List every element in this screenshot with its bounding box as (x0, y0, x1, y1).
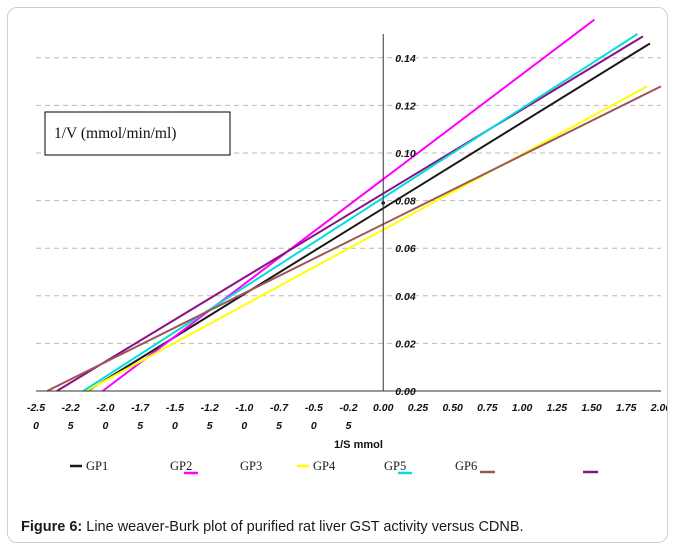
y-tick-label: 0.08 (395, 196, 416, 208)
legend-label: GP6 (455, 459, 477, 473)
x-tick-label: 1.00 (512, 402, 533, 414)
x-tick-label: -0.7 (270, 402, 289, 414)
y-tick-label: 0.10 (395, 148, 416, 160)
lineweaver-burk-chart: -2.5 0 -2.2 5 -2.0 0 -1.7 5 -1.5 0 -1.2 5 -1.0 0 -0.7 5… (27, 18, 668, 475)
legend-label: GP5 (384, 459, 406, 473)
x-tick-label: -1.5 (166, 402, 184, 414)
figure-frame: -2.5 0 -2.2 5 -2.0 0 -1.7 5 -1.5 0 -1.2 5 -1.0 0 -0.7 5… (7, 7, 668, 543)
x-tick-label: 0 (311, 420, 317, 432)
x-tick-label: 5 (137, 420, 143, 432)
x-tick-label: -1.0 (235, 402, 253, 414)
figure-caption: Figure 6: Line weaver-Burk plot of purif… (21, 519, 524, 535)
y-axis-label-box (44, 111, 231, 156)
x-tick-label: 2.00 (650, 402, 668, 414)
series-line-gp6 (46, 85, 662, 392)
caption-text: Line weaver-Burk plot of purified rat li… (82, 519, 524, 535)
y-tick-label: 0.02 (395, 338, 416, 350)
x-axis-label: 1/S mmol (334, 439, 383, 451)
x-tick-label: 0 (33, 420, 39, 432)
legend-label: GP2 (170, 459, 192, 473)
x-tick-label: -0.2 (339, 402, 357, 414)
y-axis-label: 1/V (mmol/min/ml) (54, 125, 176, 142)
x-tick-label: -2.5 (27, 402, 45, 414)
x-tick-label: 1.25 (547, 402, 568, 414)
x-tick-label: 5 (207, 420, 213, 432)
x-tick-label: 0 (103, 420, 109, 432)
y-tick-label: 0.14 (395, 53, 416, 65)
x-tick-label: -1.7 (131, 402, 150, 414)
x-tick-label: -2.0 (96, 402, 114, 414)
series-line-gp4 (85, 85, 648, 392)
x-tick-label: 0.00 (373, 402, 394, 414)
legend-label: GP3 (240, 459, 262, 473)
x-tick-label: 1.50 (581, 402, 602, 414)
series-line-gp3 (56, 35, 644, 392)
x-tick-label: -0.5 (305, 402, 323, 414)
y-tick-label: 0.00 (395, 386, 416, 398)
x-tick-label: 0.75 (477, 402, 498, 414)
x-tick-label: 5 (68, 420, 74, 432)
x-tick-label: -2.2 (62, 402, 80, 414)
x-tick-label: 0 (172, 420, 178, 432)
series-line-gp5 (82, 33, 638, 392)
x-tick-label: 0.25 (408, 402, 429, 414)
series-line-gp1 (86, 42, 651, 392)
y-tick-label: 0.04 (395, 291, 416, 303)
x-tick-label: 1.75 (616, 402, 637, 414)
legend-label: GP4 (313, 459, 336, 473)
y-tick-label: 0.12 (395, 100, 416, 112)
y-tick-label: 0.06 (395, 243, 416, 255)
x-tick-label: 5 (346, 420, 352, 432)
caption-label: Figure 6: (21, 519, 83, 535)
x-tick-label: 5 (276, 420, 282, 432)
x-tick-label: 0.50 (442, 402, 463, 414)
x-tick-label: 0 (241, 420, 247, 432)
series-line-gp2 (102, 18, 595, 392)
legend-label: GP1 (86, 459, 108, 473)
x-tick-label: -1.2 (201, 402, 219, 414)
